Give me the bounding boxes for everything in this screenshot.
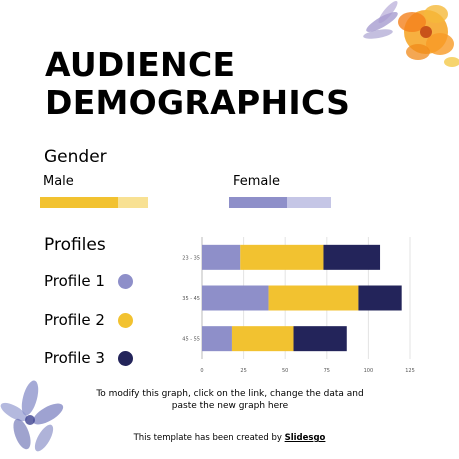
profiles-heading: Profiles — [44, 235, 106, 255]
y-category-label: 23 - 35 — [182, 255, 200, 261]
chart-note: To modify this graph, click on the link,… — [95, 388, 365, 412]
bar-segment-1 — [202, 244, 241, 270]
chart-note-line-2: paste the new graph here — [171, 401, 289, 411]
female-label: Female — [233, 174, 281, 189]
profile-1-label: Profile 1 — [44, 272, 105, 290]
x-tick-label: 75 — [324, 368, 330, 374]
chart-note-line-1: To modify this graph, click on the link,… — [96, 389, 364, 399]
profiles-bar-chart: 0 25 50 75 100 125 23 - 35 35 - 45 45 - 55 — [182, 237, 415, 374]
page-title: AUDIENCE DEMOGRAPHICS — [45, 46, 350, 122]
credit-text: This template has been created by Slides… — [0, 433, 459, 443]
title-line-1: AUDIENCE — [45, 45, 236, 84]
bar-segment-3 — [293, 326, 347, 352]
x-tick-label: 100 — [364, 368, 374, 374]
bar-segment-2 — [268, 285, 359, 311]
bar-segment-2 — [240, 244, 324, 270]
bar-segment-1 — [202, 285, 269, 311]
bar-segment-3 — [358, 285, 402, 311]
x-tick-label: 125 — [405, 368, 415, 374]
flower-decoration-bottom-left-icon — [0, 380, 64, 452]
x-tick-label: 25 — [240, 368, 246, 374]
credit-prefix: This template has been created by — [133, 433, 285, 443]
male-label: Male — [43, 174, 74, 189]
profile-3-label: Profile 3 — [44, 349, 105, 367]
y-category-label: 45 - 55 — [182, 337, 200, 343]
title-line-2: DEMOGRAPHICS — [45, 83, 351, 122]
female-bar-fill — [229, 197, 288, 208]
x-tick-label: 50 — [282, 368, 288, 374]
female-bar-track — [229, 197, 331, 208]
flower-decoration-top-right-icon — [363, 0, 459, 67]
bar-segment-3 — [323, 244, 381, 270]
profile-2-label: Profile 2 — [44, 311, 105, 329]
profile-2-dot — [118, 313, 133, 328]
y-category-label: 35 - 45 — [182, 296, 200, 302]
x-tick-label: 0 — [200, 368, 203, 374]
credit-brand-link[interactable]: Slidesgo — [284, 433, 326, 443]
male-bar-fill — [40, 197, 118, 208]
gender-heading: Gender — [44, 147, 107, 167]
male-bar-track — [40, 197, 148, 208]
profile-1-dot — [118, 274, 133, 289]
bar-segment-2 — [231, 326, 294, 352]
profile-3-dot — [118, 351, 133, 366]
bar-segment-1 — [202, 326, 232, 352]
